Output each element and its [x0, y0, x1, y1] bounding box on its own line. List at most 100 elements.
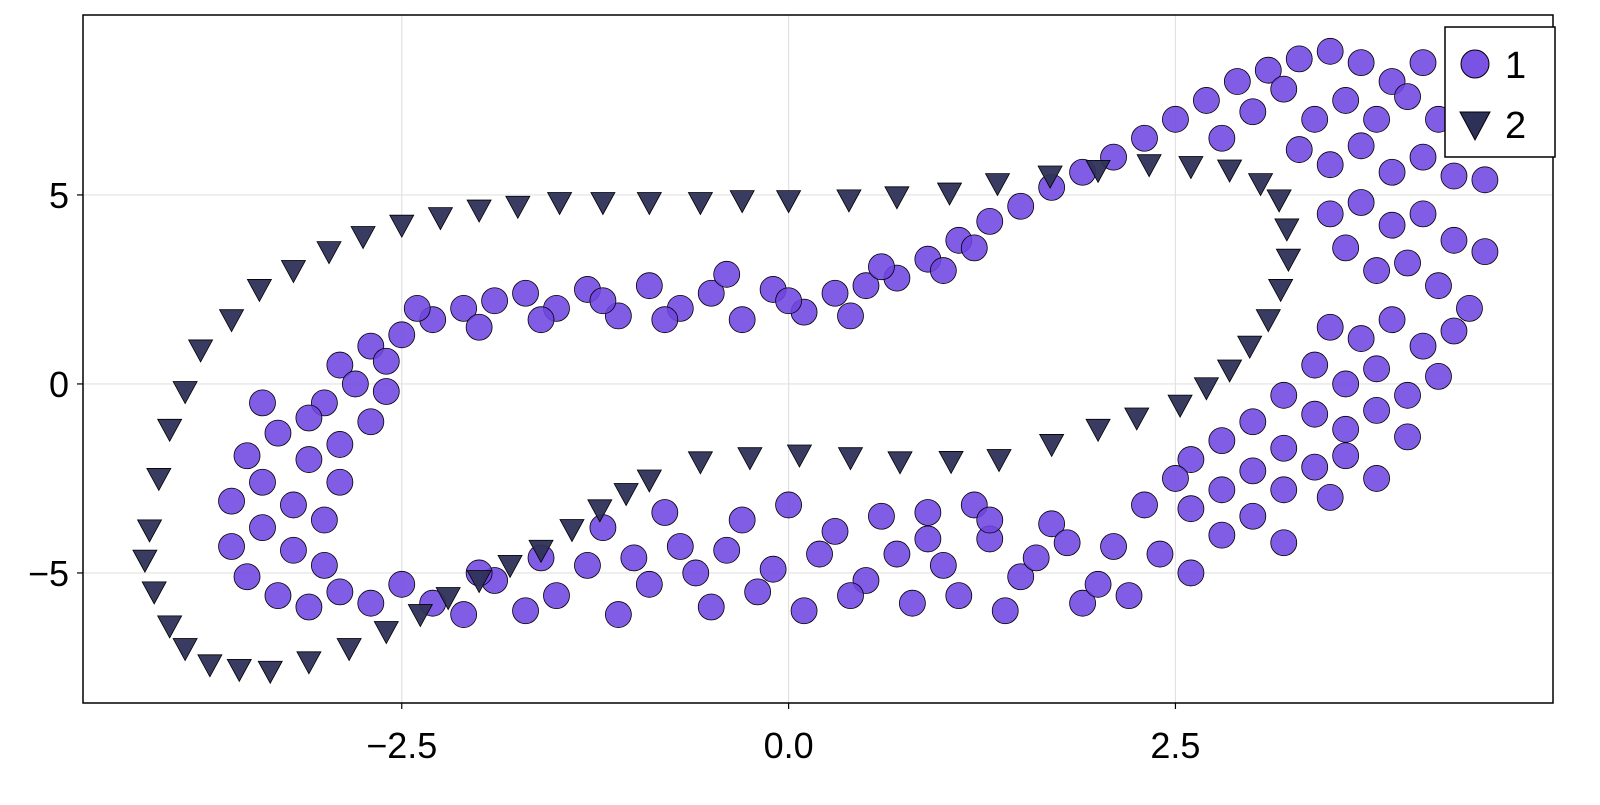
data-point-series-1 [1223, 68, 1251, 95]
data-point-series-1 [1239, 457, 1267, 485]
data-point-series-2 [636, 192, 663, 216]
data-point-series-1 [326, 351, 354, 379]
data-point-series-2 [837, 447, 864, 471]
data-point-series-1 [1053, 529, 1081, 557]
data-point-series-1 [775, 287, 802, 315]
data-point-series-1 [1270, 75, 1298, 103]
data-point-series-2 [884, 186, 910, 210]
data-point-series-1 [1394, 83, 1421, 111]
data-point-series-1 [1394, 381, 1421, 409]
data-point-series-1 [651, 499, 679, 526]
data-point-series-2 [546, 192, 573, 216]
data-point-series-2 [984, 173, 1011, 197]
data-point-series-1 [945, 582, 973, 610]
data-point-series-1 [883, 540, 911, 568]
data-point-series-1 [837, 582, 864, 610]
data-point-series-1 [543, 582, 570, 610]
data-point-series-1 [620, 544, 648, 572]
data-point-series-1 [465, 313, 493, 341]
data-point-series-1 [1471, 238, 1499, 266]
data-point-series-1 [310, 506, 338, 534]
data-point-series-1 [976, 506, 1004, 534]
legend-label-2: 2 [1505, 105, 1526, 147]
data-point-series-2 [587, 499, 613, 523]
data-point-series-2 [590, 192, 616, 216]
data-point-series-1 [1316, 151, 1344, 179]
data-point-series-1 [976, 207, 1004, 235]
data-point-series-1 [821, 279, 849, 307]
data-point-series-1 [852, 272, 880, 300]
data-marks [132, 37, 1499, 685]
data-point-series-1 [960, 234, 988, 262]
data-point-series-1 [357, 589, 385, 617]
data-point-series-1 [666, 533, 694, 560]
data-point-series-2 [1124, 407, 1150, 431]
data-point-series-1 [1270, 434, 1298, 462]
data-point-series-2 [1136, 154, 1162, 178]
data-point-series-1 [1285, 45, 1313, 73]
data-point-series-1 [589, 287, 617, 315]
data-point-series-1 [1316, 200, 1344, 228]
data-point-series-1 [295, 593, 323, 621]
data-point-series-2 [1037, 165, 1063, 189]
data-point-series-1 [744, 578, 772, 606]
data-point-series-2 [187, 339, 214, 363]
data-point-series-1 [1425, 362, 1452, 390]
data-point-series-1 [388, 570, 416, 598]
data-point-series-2 [1085, 418, 1111, 443]
data-point-series-2 [407, 604, 433, 628]
data-point-series-2 [1247, 173, 1274, 197]
data-point-series-1 [233, 442, 261, 470]
data-point-series-2 [257, 660, 283, 685]
data-point-series-2 [296, 651, 322, 675]
data-point-series-1 [1409, 200, 1437, 228]
data-point-series-1 [218, 533, 245, 560]
data-point-series-1 [713, 260, 741, 288]
data-point-series-1 [1363, 355, 1390, 383]
data-point-series-1 [1038, 510, 1066, 538]
data-point-series-1 [574, 552, 601, 579]
data-point-series-2 [466, 199, 492, 223]
data-point-series-2 [336, 638, 362, 662]
data-point-series-2 [435, 587, 461, 611]
data-point-series-1 [527, 306, 555, 334]
data-point-series-2 [687, 451, 714, 475]
data-point-series-1 [310, 552, 338, 579]
data-point-series-1 [1347, 132, 1375, 160]
data-point-series-1 [1440, 226, 1468, 254]
data-point-series-1 [1440, 317, 1468, 345]
legend-marker-circle-icon [1460, 49, 1490, 79]
data-point-series-2 [775, 190, 802, 214]
data-point-series-2 [636, 469, 663, 493]
data-point-series-1 [1456, 294, 1483, 322]
data-point-series-2 [936, 182, 963, 206]
data-point-series-1 [635, 570, 663, 598]
data-point-series-1 [775, 491, 802, 519]
data-point-series-1 [1409, 332, 1437, 360]
data-point-series-1 [929, 552, 957, 579]
data-point-series-1 [1177, 446, 1205, 473]
data-point-series-1 [1332, 415, 1360, 443]
data-point-series-1 [249, 389, 276, 417]
data-point-series-1 [1394, 423, 1421, 451]
data-point-series-1 [1208, 476, 1236, 504]
data-point-series-1 [914, 525, 942, 553]
data-point-series-1 [713, 536, 741, 564]
data-point-series-1 [806, 540, 833, 568]
data-point-series-1 [1270, 381, 1298, 409]
legend: 1 2 [1444, 26, 1556, 158]
data-point-series-2 [156, 615, 183, 639]
data-point-series-1 [1363, 465, 1390, 492]
data-point-series-1 [868, 502, 895, 530]
data-point-series-1 [512, 597, 539, 625]
data-point-series-2 [559, 519, 585, 543]
data-point-series-1 [295, 404, 323, 432]
data-point-series-1 [1177, 559, 1205, 587]
axis-ticks: −2.5 0.0 2.5 −5 0 5 [28, 175, 1201, 766]
data-point-series-1 [1007, 563, 1035, 591]
data-point-series-1 [403, 294, 431, 322]
data-point-series-1 [1285, 136, 1313, 163]
data-point-series-1 [1332, 370, 1360, 398]
data-point-series-1 [914, 499, 942, 526]
data-point-series-1 [326, 431, 354, 458]
